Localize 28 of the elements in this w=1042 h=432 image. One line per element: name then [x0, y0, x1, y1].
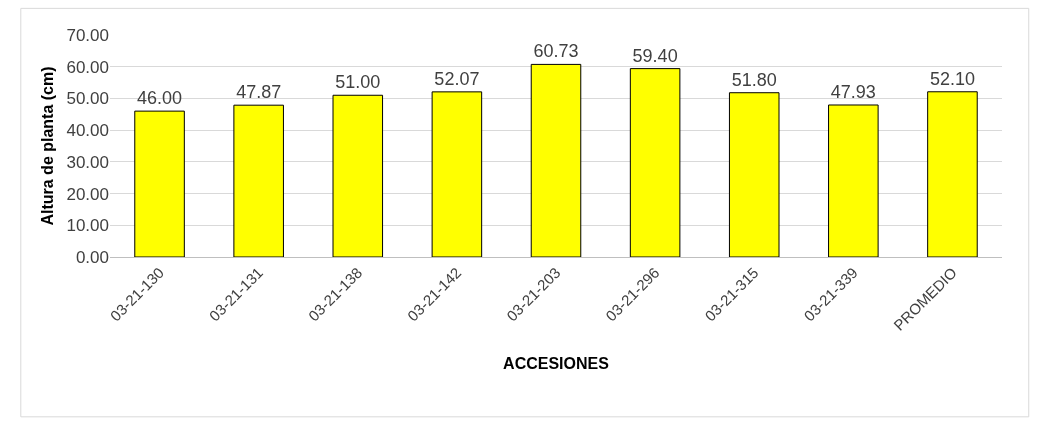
bar [927, 91, 978, 257]
x-axis-title: ACCESIONES [503, 355, 610, 373]
y-axis-title: Altura de planta (cm) [39, 66, 57, 226]
y-tick-label: 20.00 [66, 184, 109, 204]
bar [134, 110, 185, 257]
data-label: 47.93 [830, 81, 876, 102]
bar [332, 94, 384, 257]
y-tick-label: 60.00 [66, 57, 109, 77]
data-label: 47.87 [236, 82, 282, 103]
bar [233, 104, 284, 257]
bar [530, 63, 582, 257]
y-tick-label: 50.00 [66, 89, 109, 109]
bar [728, 92, 780, 257]
y-tick-label: 10.00 [66, 216, 109, 236]
data-label: 51.00 [335, 72, 381, 93]
y-tick-label: 70.00 [66, 25, 109, 45]
y-tick-label: 40.00 [66, 121, 109, 141]
data-label: 51.80 [731, 69, 777, 90]
data-label: 52.10 [929, 68, 975, 89]
y-tick-label: 0.00 [75, 247, 109, 267]
data-label: 60.73 [533, 41, 579, 62]
y-tick-label: 30.00 [66, 152, 109, 172]
bar [828, 104, 879, 257]
bar [431, 91, 483, 257]
data-label: 46.00 [137, 88, 183, 109]
data-label: 52.07 [434, 68, 480, 89]
bar [629, 68, 681, 257]
data-label: 59.40 [632, 45, 678, 66]
